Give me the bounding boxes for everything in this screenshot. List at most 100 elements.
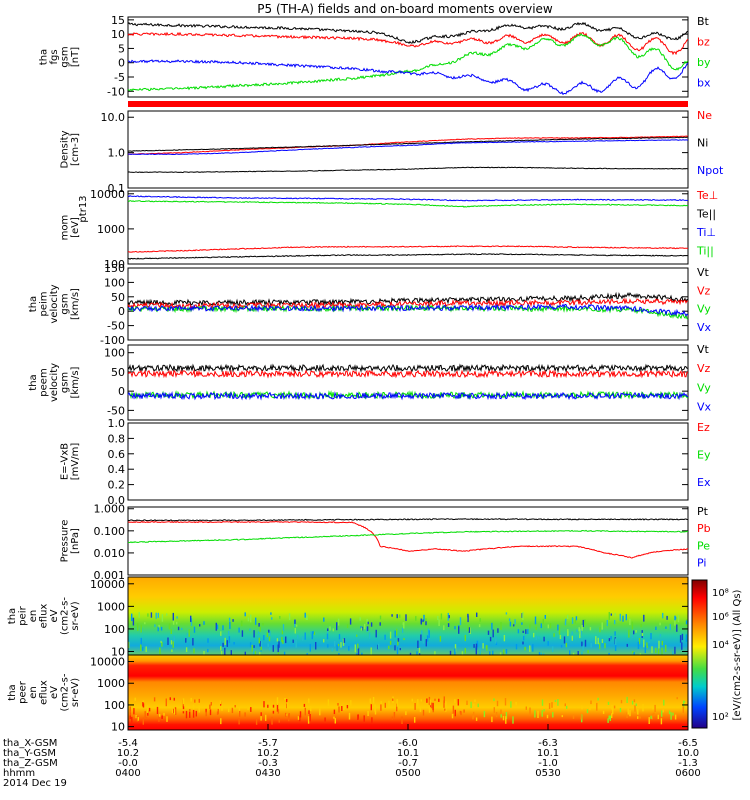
spectrogram-pixel: [188, 629, 190, 637]
spectrogram-pixel: [288, 714, 290, 722]
y-axis-label: (cm2-s-: [60, 673, 71, 711]
spectrogram-pixel: [461, 651, 464, 656]
spectrogram-pixel: [582, 645, 584, 652]
legend-entry: by: [697, 56, 711, 69]
spectrogram-pixel: [263, 701, 265, 708]
spectrogram-pixel: [575, 616, 578, 621]
spectrogram-pixel: [238, 627, 240, 633]
spectrogram-pixel: [529, 645, 531, 652]
y-tick-label: -50: [107, 404, 125, 417]
spectrogram-pixel: [661, 647, 663, 655]
spectrogram-pixel: [577, 651, 579, 658]
y-tick-label: 0.100: [94, 525, 126, 538]
spectrogram-pixel: [599, 627, 601, 633]
spectrogram-pixel: [190, 615, 192, 622]
spectrogram-pixel: [299, 711, 302, 718]
x-tick-value: 0400: [115, 768, 140, 779]
y-axis-label: [eV]: [70, 217, 81, 238]
spectrogram-pixel: [166, 613, 168, 616]
spectrogram-pixel: [138, 612, 140, 618]
spectrogram-pixel: [622, 615, 624, 622]
spectrogram-pixel: [559, 634, 562, 639]
spectrogram-pixel: [167, 637, 169, 645]
spectrogram-pixel: [375, 629, 377, 638]
spectrogram-pixel: [134, 697, 136, 701]
spectrogram-pixel: [220, 718, 222, 725]
spectrogram-pixel: [552, 712, 554, 718]
spectrogram-pixel: [380, 701, 382, 706]
spectrogram-pixel: [299, 715, 301, 722]
spectrogram-pixel: [444, 708, 446, 711]
x-tick-value: -6.5: [678, 738, 698, 749]
spectrogram-pixel: [674, 616, 677, 620]
spectrogram-pixel: [447, 612, 449, 621]
x-tick-value: 0530: [535, 768, 560, 779]
spectrogram-pixel: [626, 712, 628, 718]
spectrogram-pixel: [641, 632, 644, 636]
y-axis-label: tha: [39, 49, 50, 65]
spectrogram-pixel: [370, 647, 372, 656]
spectrogram-pixel: [454, 699, 456, 704]
spectrogram-pixel: [302, 636, 304, 641]
spectrogram-pixel: [272, 710, 275, 714]
spectrogram-pixel: [229, 621, 231, 629]
spectrogram-pixel: [614, 631, 616, 636]
spectrogram-pixel: [651, 646, 653, 654]
spectrogram-pixel: [350, 700, 352, 706]
spectrogram-pixel: [185, 638, 187, 643]
spectrogram-pixel: [155, 612, 157, 619]
spectrogram-pixel: [281, 636, 283, 643]
spectrogram-pixel: [396, 699, 398, 707]
spectrogram-pixel: [679, 635, 682, 643]
legend-entry: bz: [697, 36, 710, 49]
spectrogram-pixel: [357, 647, 360, 655]
spectrogram-pixel: [185, 710, 188, 719]
spectrogram-pixel: [428, 630, 430, 638]
spectrogram-pixel: [379, 622, 381, 626]
spectrogram-pixel: [346, 705, 349, 709]
spectrogram-pixel: [429, 699, 432, 706]
spectrogram-pixel: [161, 642, 163, 647]
spectrogram-pixel: [403, 638, 405, 641]
spectrogram-pixel: [228, 708, 230, 713]
spectrogram-pixel: [269, 647, 271, 651]
spectrogram-pixel: [198, 698, 200, 703]
spectrogram-pixel: [584, 619, 586, 625]
spectrogram-pixel: [637, 716, 639, 719]
spectrogram-pixel: [340, 642, 342, 648]
spectrogram-pixel: [146, 716, 148, 720]
spectrogram-pixel: [499, 652, 502, 656]
y-tick-label: 100: [104, 347, 125, 360]
colorbar-tick-label: 10⁶: [712, 612, 729, 623]
legend-entry: Pb: [697, 522, 711, 535]
legend-entry: Vt: [697, 343, 710, 356]
spectrogram-pixel: [203, 621, 205, 625]
spectrogram-pixel: [614, 613, 616, 617]
spectrogram-pixel: [399, 648, 401, 651]
spectrogram-pixel: [266, 632, 268, 637]
spectrogram-pixel: [282, 624, 285, 632]
panel-temperature: 10000 1000 100 mom [eV]ptr13 Te⊥ Te|| Ti⊥ Ti||: [60, 188, 719, 271]
spectrogram-pixel: [509, 621, 512, 627]
spectrogram-pixel: [546, 714, 549, 719]
spectrogram-pixel: [278, 641, 280, 648]
spectrogram-pixel: [541, 699, 544, 706]
spectrogram-pixel: [384, 702, 386, 708]
x-tick-value: -5.7: [258, 738, 278, 749]
spectrogram-pixel: [249, 628, 251, 631]
spectrogram-pixel: [271, 716, 273, 725]
y-tick-label: -100: [100, 334, 125, 347]
spectrogram-pixel: [192, 704, 195, 709]
spectrogram-pixel: [637, 641, 640, 649]
spectrogram-pixel: [443, 700, 445, 708]
spectrogram-pixel: [557, 624, 559, 631]
spectrogram-pixel: [394, 645, 396, 651]
spectrogram-pixel: [272, 645, 274, 652]
x-axis-date: 2014 Dec 19: [3, 778, 67, 789]
y-axis-label: gsm: [60, 46, 71, 67]
spectrogram-pixel: [142, 717, 144, 725]
spectrogram-pixel: [534, 710, 536, 718]
spectrogram-pixel: [487, 630, 490, 635]
spectrogram-pixel: [259, 652, 261, 656]
spectrogram-pixel: [366, 626, 369, 631]
